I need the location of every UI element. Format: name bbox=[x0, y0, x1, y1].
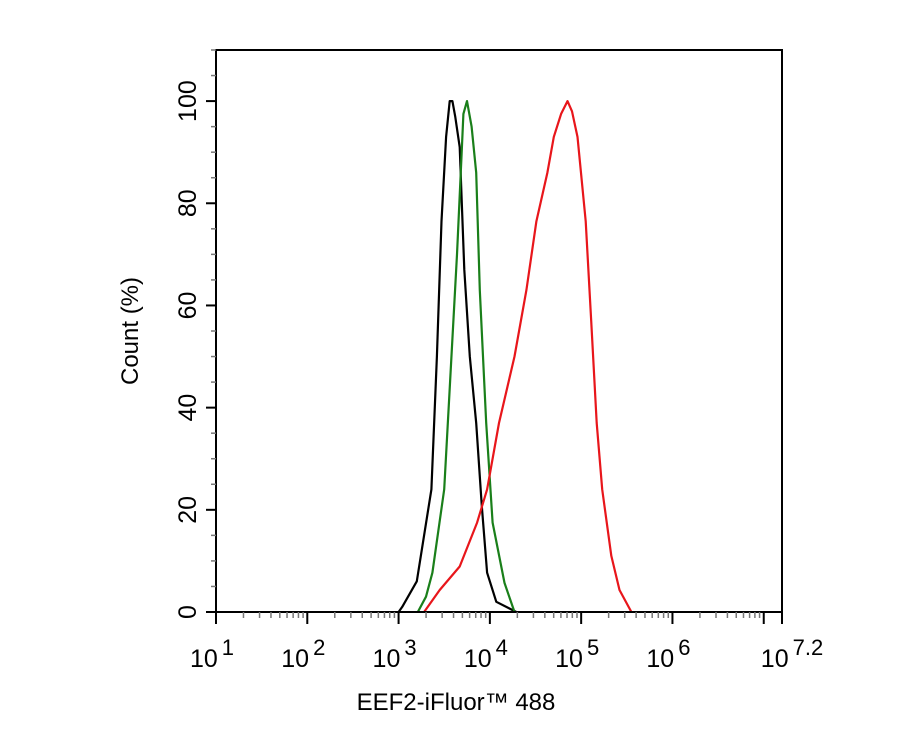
axes bbox=[206, 49, 783, 624]
histogram-series-2 bbox=[416, 99, 516, 613]
x-tick-label: 10 1 bbox=[190, 635, 234, 673]
x-tick-exponent: 4 bbox=[496, 635, 508, 660]
y-axis-title: Count (%) bbox=[117, 277, 144, 385]
x-tick-labels: 10 1 10 2 10 3 10 4 10 5 10 6 10 7.2 bbox=[190, 635, 823, 673]
x-tick-exponent: 1 bbox=[222, 635, 234, 660]
x-tick-base: 10 bbox=[646, 645, 674, 673]
y-tick-label: 20 bbox=[174, 496, 202, 524]
x-tick-label: 10 2 bbox=[281, 635, 325, 673]
x-tick-label: 10 3 bbox=[373, 635, 417, 673]
y-tick-label: 60 bbox=[174, 292, 202, 320]
x-tick-exponent: 3 bbox=[404, 635, 416, 660]
histogram-series-3 bbox=[423, 99, 633, 613]
y-tick-label: 0 bbox=[174, 605, 202, 619]
x-tick-base: 10 bbox=[464, 645, 492, 673]
y-tick-label: 40 bbox=[174, 394, 202, 422]
y-tick-label: 80 bbox=[174, 189, 202, 217]
x-tick-base: 10 bbox=[555, 645, 583, 673]
histogram-series-1 bbox=[397, 99, 517, 613]
histogram-curves bbox=[397, 99, 633, 613]
x-axis-title: EEF2-iFluor™ 488 bbox=[357, 689, 556, 716]
x-tick-exponent: 2 bbox=[313, 635, 325, 660]
x-tick-exponent: 5 bbox=[587, 635, 599, 660]
x-tick-base: 10 bbox=[761, 645, 789, 673]
x-tick-base: 10 bbox=[190, 645, 218, 673]
y-tick-labels: 0 20 40 60 80 100 bbox=[174, 80, 202, 619]
y-tick-label: 100 bbox=[174, 80, 202, 122]
plot-frame bbox=[215, 49, 783, 613]
x-tick-label: 10 6 bbox=[646, 635, 690, 673]
x-tick-label: 10 7.2 bbox=[761, 635, 823, 673]
x-tick-label: 10 5 bbox=[555, 635, 599, 673]
x-tick-exponent: 7.2 bbox=[793, 635, 824, 660]
x-tick-base: 10 bbox=[281, 645, 309, 673]
x-tick-label: 10 4 bbox=[464, 635, 508, 673]
x-tick-base: 10 bbox=[373, 645, 401, 673]
x-tick-exponent: 6 bbox=[678, 635, 690, 660]
